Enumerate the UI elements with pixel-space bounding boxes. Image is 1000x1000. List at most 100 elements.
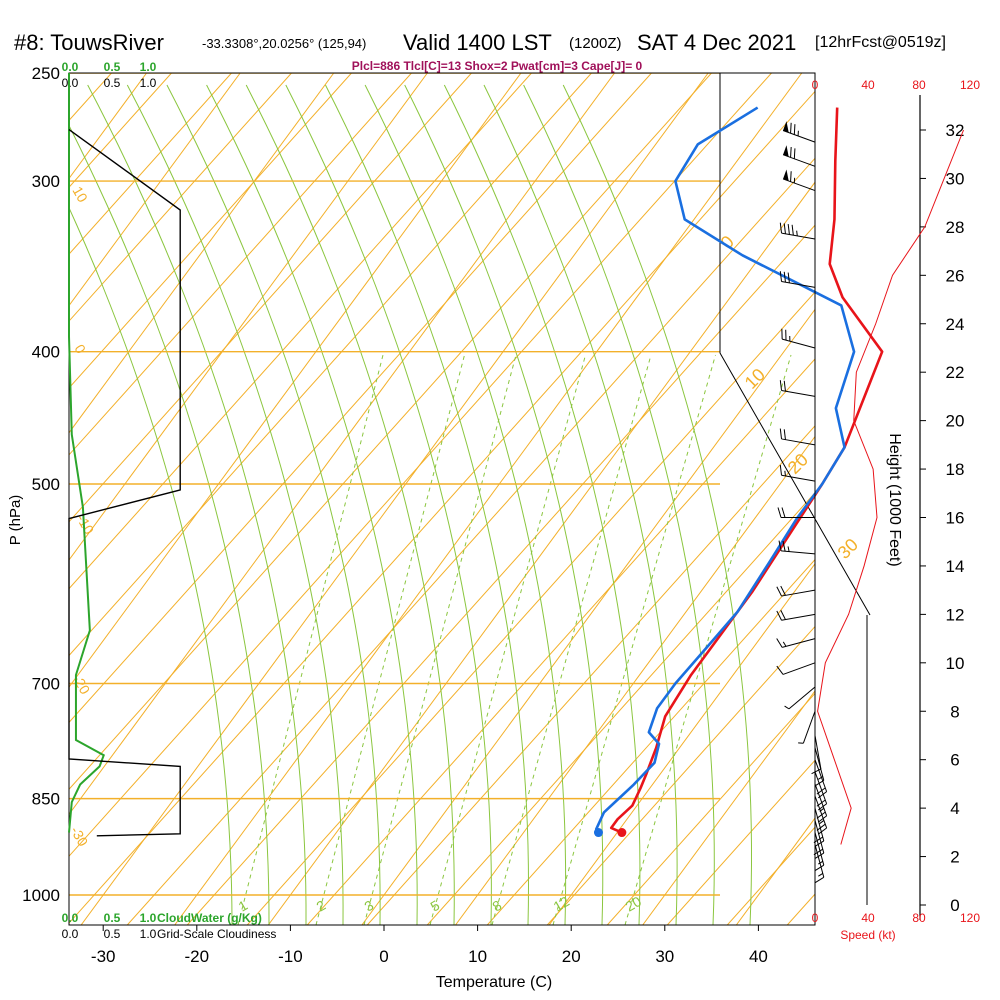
- wind-barb: [779, 380, 816, 397]
- barb-flag: [816, 823, 826, 831]
- barb-flag: [814, 876, 825, 884]
- barb-staff: [782, 178, 816, 192]
- barb-half-flag: [796, 230, 798, 236]
- dry-adiabat: [69, 73, 412, 456]
- barb-flag: [783, 271, 786, 283]
- height-tick-label: 22: [946, 363, 965, 382]
- height-tick-label: 4: [950, 799, 959, 818]
- wind-barb: [798, 711, 816, 744]
- barb-staff: [802, 711, 816, 744]
- mixing-ratio-line: [315, 354, 465, 925]
- x-axis-label: Temperature (C): [436, 974, 552, 991]
- mixing-ratio-line: [363, 354, 517, 925]
- height-tick-label: 12: [946, 605, 965, 624]
- dry-adiabat: [726, 826, 815, 925]
- barb-flag: [814, 840, 825, 847]
- barb-flag: [783, 223, 786, 234]
- barb-flag: [776, 665, 784, 675]
- barb-staff: [782, 638, 816, 648]
- barb-half-flag: [818, 860, 824, 865]
- height-tick-label: 8: [950, 702, 959, 721]
- cloudiness-profile: [68, 128, 181, 837]
- barb-staff: [814, 795, 828, 829]
- barb-flag: [780, 610, 786, 620]
- dry-adiabat: [69, 73, 172, 188]
- wind-barb: [813, 807, 825, 847]
- barb-staff: [814, 771, 828, 804]
- barb-flag: [783, 429, 786, 440]
- forecast-run: [12hrFcst@0519z]: [815, 34, 946, 51]
- barb-flag: [780, 585, 786, 596]
- barb-staff: [782, 338, 816, 349]
- barb-staff: [814, 820, 825, 854]
- wind-barb: [776, 585, 816, 597]
- surface-temperature-dot: [617, 828, 627, 838]
- barb-staff: [781, 613, 816, 621]
- theta-label: 0: [71, 342, 89, 357]
- cloudiness-tick-top: 0.5: [104, 76, 121, 90]
- cloudwater-tick-bottom: 0.0: [62, 911, 79, 925]
- moist-adiabat: [364, 84, 567, 925]
- dry-adiabat: [246, 291, 815, 925]
- dry-adiabat: [366, 425, 815, 925]
- barb-flag: [817, 815, 827, 823]
- cloudwater-tick-top: 1.0: [140, 60, 157, 74]
- barb-half-flag: [787, 546, 790, 552]
- barb-flag: [779, 222, 783, 234]
- cloudwater-label: CloudWater (g/Kg): [157, 911, 262, 925]
- barb-half-flag: [782, 641, 787, 647]
- moist-adiabat: [404, 84, 604, 925]
- cloudiness-label: Grid-Scale Cloudiness: [157, 927, 276, 941]
- wind-barb: [813, 820, 825, 859]
- barb-flag: [783, 380, 786, 392]
- pressure-tick-label: 400: [32, 343, 60, 362]
- moist-adiabat: [69, 206, 233, 925]
- dry-adiabat: [69, 73, 292, 322]
- speed-tick-top: 0: [812, 78, 819, 92]
- moist-adiabat: [523, 84, 715, 925]
- cloudwater-profile: [68, 73, 105, 833]
- dry-adiabat: [69, 73, 712, 790]
- mixing-ratio-line: [624, 354, 792, 925]
- isotherm-label: 10: [741, 365, 769, 393]
- mixing-ratio-label: 2: [314, 897, 329, 915]
- speed-tick-bottom: 80: [912, 911, 926, 925]
- barb-staff: [814, 735, 822, 770]
- forecast-date: SAT 4 Dec 2021: [637, 30, 797, 55]
- isotherm: [69, 73, 241, 306]
- barb-flag: [787, 272, 790, 283]
- barb-flag: [816, 811, 826, 819]
- speed-tick-bottom: 120: [960, 911, 980, 925]
- wind-barb: [811, 735, 822, 775]
- barb-flag: [776, 586, 782, 597]
- height-tick-label: 20: [946, 412, 965, 431]
- mixing-ratio-line: [237, 354, 384, 925]
- wind-barb: [781, 328, 816, 349]
- height-tick-label: 26: [946, 266, 965, 285]
- isotherm: [69, 73, 428, 561]
- wind-barb: [778, 540, 816, 555]
- temp-tick-label: 30: [655, 947, 674, 966]
- wind-barb: [782, 145, 816, 167]
- temp-tick-label: -20: [185, 947, 210, 966]
- moist-adiabat: [69, 124, 270, 925]
- height-tick-label: 6: [950, 751, 959, 770]
- background-lines: 1 2 3 5 8 12 20: [69, 73, 815, 925]
- barb-flag: [814, 864, 825, 872]
- moist-adiabat: [166, 84, 381, 925]
- barb-pennant: [783, 145, 789, 157]
- barb-staff: [782, 130, 816, 143]
- barb-flag: [790, 171, 792, 182]
- height-tick-label: 24: [946, 315, 965, 334]
- wind-barb: [779, 271, 816, 288]
- pressure-tick-label: 700: [32, 675, 60, 694]
- wind-barb: [776, 610, 816, 621]
- barb-flag: [791, 224, 794, 236]
- mixing-ratio-line: [552, 354, 716, 925]
- dry-adiabat: [126, 157, 815, 925]
- dry-adiabat: [69, 73, 592, 656]
- barb-staff: [814, 807, 825, 842]
- barb-flag: [814, 852, 825, 859]
- moist-adiabat: [443, 84, 641, 925]
- pressure-tick-label: 250: [32, 64, 60, 83]
